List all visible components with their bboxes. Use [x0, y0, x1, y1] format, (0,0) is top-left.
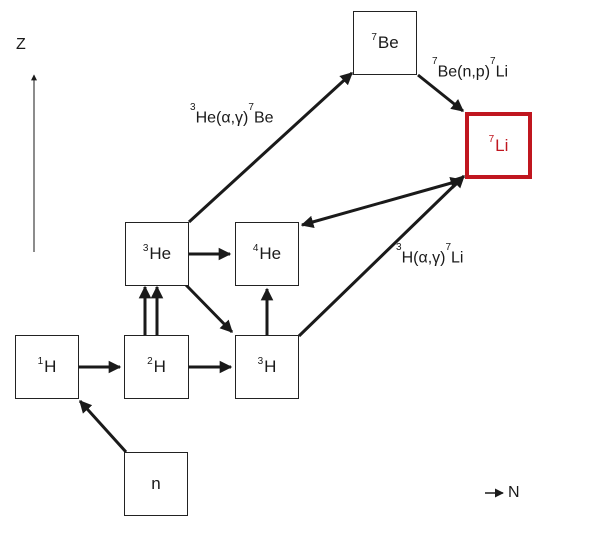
z-axis-label: Z: [16, 36, 26, 53]
n-axis-label: N: [508, 484, 520, 501]
nuclide-n: n: [124, 452, 188, 516]
nuclide-h1-mass: 1: [37, 355, 44, 367]
reaction-label-be7-li7-sup1: 7: [432, 56, 438, 67]
nuclide-h1-symbol: H: [44, 357, 57, 376]
nuclide-li7-mass: 7: [488, 134, 495, 145]
reaction-label-h3-li7-text1: H(α,γ): [401, 249, 446, 267]
nuclide-he3-mass: 3: [142, 242, 149, 254]
reaction-label-he3-be7-sup1: 3: [190, 102, 196, 113]
nuclide-be7: 7 Be: [353, 11, 417, 75]
reaction-label-h3-li7: 3H(α,γ)7Li: [396, 242, 464, 267]
nuclide-h3-symbol: H: [264, 357, 277, 376]
arrow-n-to-h1: [78, 399, 128, 454]
reaction-label-h3-li7-sup2: 7: [445, 242, 452, 253]
nuclide-be7-mass: 7: [371, 31, 377, 43]
reaction-label-he3-be7-sup2: 7: [248, 102, 254, 113]
nuclide-h3-mass: 3: [257, 355, 264, 367]
nuclide-be7-symbol: Be: [377, 33, 399, 52]
nuclide-he3-symbol: He: [149, 244, 172, 263]
reaction-label-he3-be7-text2: Be: [253, 109, 274, 127]
arrow-li7-he4-double: [300, 177, 464, 228]
arrow-be7-to-li7: [417, 73, 464, 113]
reaction-label-be7-li7: 7Be(n,p)7Li: [432, 56, 509, 81]
reaction-label-be7-li7-text1: Be(n,p): [437, 63, 491, 81]
reaction-label-be7-li7-text2: Li: [495, 63, 509, 81]
reaction-label-h3-li7-sup1: 3: [396, 242, 402, 253]
nuclide-li7-symbol: Li: [495, 135, 509, 155]
nuclide-he4-mass: 4: [252, 242, 259, 254]
arrow-he3-to-h3: [184, 283, 234, 334]
reaction-label-be7-li7-sup2: 7: [490, 56, 496, 67]
nuclide-li7: 7 Li: [465, 112, 532, 179]
arrow-he3-to-be7: [187, 71, 354, 224]
reaction-label-he3-be7-text1: He(α,γ): [195, 109, 249, 127]
nuclide-n-symbol: n: [151, 474, 161, 493]
reaction-label-he3-be7: 3He(α,γ)7Be: [190, 102, 274, 127]
nuclide-he4: 4 He: [235, 222, 299, 286]
nuclide-h2-symbol: H: [153, 357, 166, 376]
reaction-label-h3-li7-text2: Li: [451, 249, 464, 267]
nuclide-he4-symbol: He: [259, 244, 282, 263]
nuclide-h2-mass: 2: [147, 355, 153, 367]
nuclide-he3: 3 He: [125, 222, 189, 286]
